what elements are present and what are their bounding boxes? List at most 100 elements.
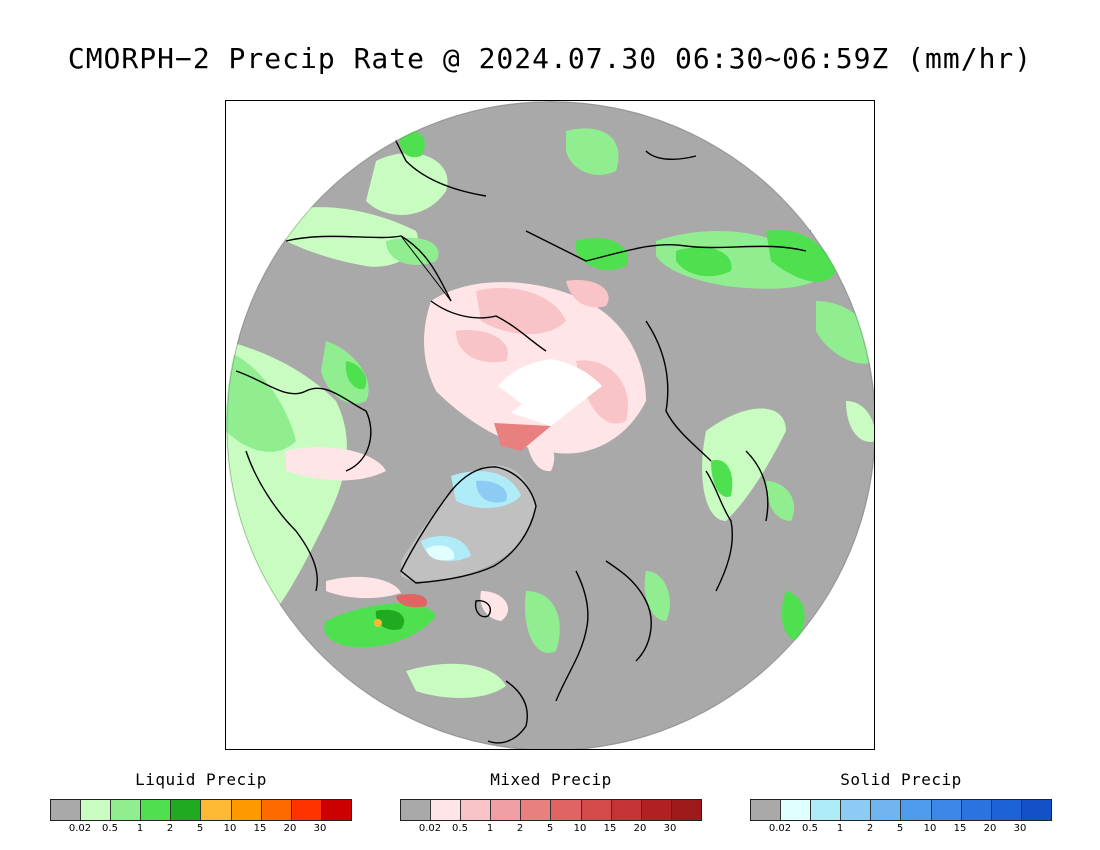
solid-precip-area bbox=[476, 480, 507, 503]
liquid-precip-area bbox=[226, 351, 296, 452]
color-swatch bbox=[751, 800, 782, 820]
liquid-precip-area bbox=[345, 361, 367, 390]
liquid-precip-area bbox=[406, 663, 506, 698]
color-swatch bbox=[521, 800, 552, 820]
tick-label: 15 bbox=[253, 823, 267, 834]
color-swatch bbox=[871, 800, 902, 820]
color-swatch bbox=[81, 800, 112, 820]
color-swatch bbox=[261, 800, 292, 820]
tick-labels: 0.02 0.5 1 2 5 10 15 20 30 bbox=[400, 823, 700, 837]
color-scale bbox=[400, 799, 702, 821]
liquid-precip-area bbox=[676, 247, 732, 277]
color-swatch bbox=[671, 800, 701, 820]
mixed-precip-area bbox=[326, 576, 401, 599]
color-swatch bbox=[931, 800, 962, 820]
liquid-precip-area bbox=[816, 301, 874, 364]
legend-mixed: Mixed Precip 0.02 0.5 1 2 5 10 15 20 30 bbox=[400, 770, 702, 837]
color-swatch bbox=[991, 800, 1022, 820]
tick-label: 30 bbox=[663, 823, 677, 834]
tick-label: 30 bbox=[1013, 823, 1027, 834]
tick-label: 0.5 bbox=[452, 823, 468, 834]
color-swatch bbox=[641, 800, 672, 820]
color-swatch bbox=[1021, 800, 1051, 820]
tick-label: 2 bbox=[516, 823, 524, 834]
tick-label: 1 bbox=[486, 823, 494, 834]
tick-label: 15 bbox=[953, 823, 967, 834]
mixed-precip-area bbox=[494, 423, 551, 451]
color-swatch bbox=[321, 800, 351, 820]
tick-labels: 0.02 0.5 1 2 5 10 15 20 30 bbox=[50, 823, 350, 837]
color-swatch bbox=[51, 800, 82, 820]
liquid-precip-area bbox=[399, 130, 425, 158]
mixed-precip-area bbox=[480, 591, 509, 621]
liquid-precip-area bbox=[375, 609, 405, 630]
liquid-precip-area bbox=[766, 481, 795, 521]
tick-label: 10 bbox=[573, 823, 587, 834]
color-swatch bbox=[961, 800, 992, 820]
tick-label: 30 bbox=[313, 823, 327, 834]
tick-label: 5 bbox=[546, 823, 554, 834]
tick-label: 0.5 bbox=[102, 823, 118, 834]
mixed-precip-area bbox=[396, 594, 427, 608]
mixed-precip-area bbox=[566, 280, 609, 308]
color-swatch bbox=[491, 800, 522, 820]
color-swatch bbox=[551, 800, 582, 820]
map-disk-edge bbox=[226, 101, 874, 749]
color-swatch bbox=[111, 800, 142, 820]
color-swatch bbox=[401, 800, 432, 820]
color-swatch bbox=[431, 800, 462, 820]
tick-label: 2 bbox=[166, 823, 174, 834]
color-scale bbox=[50, 799, 352, 821]
tick-label: 0.02 bbox=[68, 823, 92, 834]
liquid-precip-area bbox=[781, 591, 805, 641]
map-title: CMORPH−2 Precip Rate @ 2024.07.30 06:30~… bbox=[67, 42, 1033, 75]
tick-label: 5 bbox=[196, 823, 204, 834]
tick-label: 10 bbox=[923, 823, 937, 834]
liquid-precip-area bbox=[576, 237, 628, 271]
liquid-precip-area bbox=[366, 152, 448, 215]
liquid-precip-area bbox=[566, 128, 619, 175]
pole-no-data bbox=[511, 401, 551, 426]
solid-precip-area bbox=[426, 545, 455, 561]
coastlines bbox=[235, 101, 812, 744]
tick-label: 0.5 bbox=[802, 823, 818, 834]
pole-no-data bbox=[498, 359, 602, 426]
mixed-precip-area bbox=[526, 431, 555, 472]
color-swatch bbox=[841, 800, 872, 820]
tick-label: 1 bbox=[836, 823, 844, 834]
tick-label: 1 bbox=[136, 823, 144, 834]
color-swatch bbox=[141, 800, 172, 820]
tick-label: 15 bbox=[603, 823, 617, 834]
color-swatch bbox=[461, 800, 492, 820]
color-scale bbox=[750, 799, 1052, 821]
tick-label: 10 bbox=[223, 823, 237, 834]
color-swatch bbox=[291, 800, 322, 820]
tick-labels: 0.02 0.5 1 2 5 10 15 20 30 bbox=[750, 823, 1050, 837]
tick-label: 0.02 bbox=[418, 823, 442, 834]
legend-title: Mixed Precip bbox=[490, 770, 612, 789]
liquid-precip-area bbox=[644, 571, 670, 621]
color-swatch bbox=[231, 800, 262, 820]
mixed-precip-area bbox=[286, 447, 386, 481]
color-swatch bbox=[171, 800, 202, 820]
polar-map bbox=[225, 100, 875, 750]
color-swatch bbox=[811, 800, 842, 820]
liquid-precip-area bbox=[766, 230, 836, 282]
tick-label: 20 bbox=[983, 823, 997, 834]
tick-label: 20 bbox=[633, 823, 647, 834]
dateline-border bbox=[400, 235, 452, 302]
mixed-precip-area bbox=[456, 330, 508, 363]
color-swatch bbox=[781, 800, 812, 820]
liquid-precip-area bbox=[711, 460, 733, 497]
liquid-precip-area bbox=[846, 401, 874, 442]
tick-label: 0.02 bbox=[768, 823, 792, 834]
heavy-precip-spot bbox=[374, 619, 382, 627]
tick-label: 2 bbox=[866, 823, 874, 834]
liquid-precip-area bbox=[525, 591, 560, 653]
tick-label: 20 bbox=[283, 823, 297, 834]
legend-title: Solid Precip bbox=[840, 770, 962, 789]
mixed-precip-area bbox=[476, 287, 566, 335]
legend-title: Liquid Precip bbox=[135, 770, 267, 789]
legend-solid: Solid Precip 0.02 0.5 1 2 5 10 15 20 30 bbox=[750, 770, 1052, 837]
color-swatch bbox=[581, 800, 612, 820]
